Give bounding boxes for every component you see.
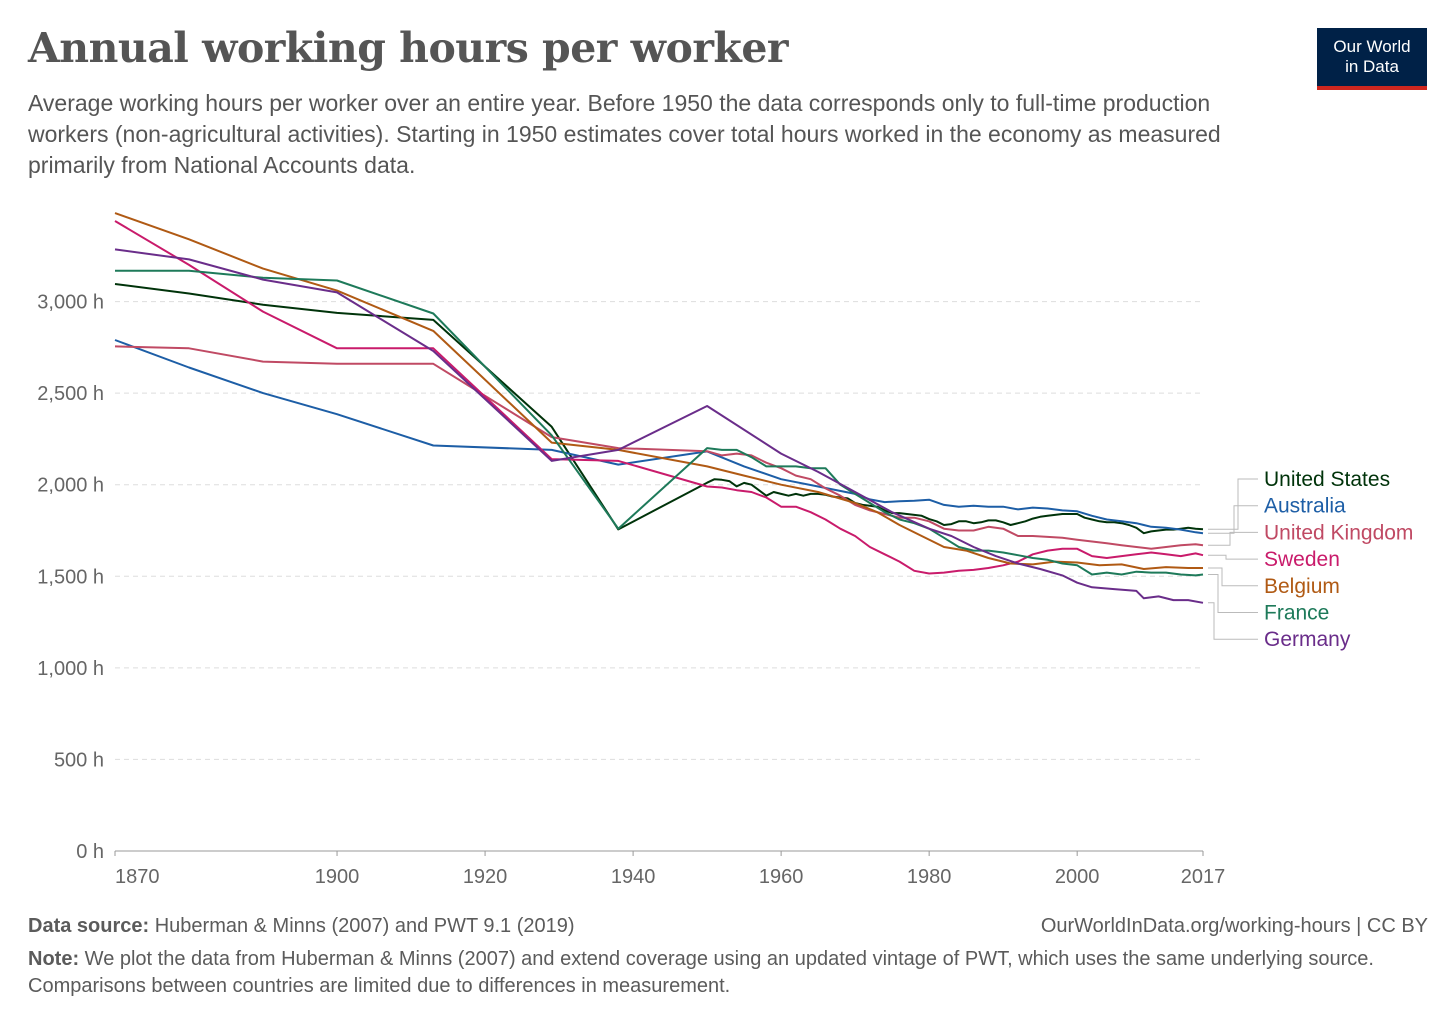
y-axis-ticks: 0 h 500 h 1,000 h 1,500 h 2,000 h 2,500 h 3,00…	[37, 292, 104, 863]
legend-connector	[1208, 602, 1258, 640]
owid-logo[interactable]: Our World in Data	[1317, 28, 1427, 90]
gridlines	[115, 301, 1203, 760]
legend-connector	[1208, 574, 1258, 613]
legend-label-belgium[interactable]: Belgium	[1264, 575, 1340, 598]
series-line-australia[interactable]	[114, 339, 1204, 535]
logo-accent-bar	[1317, 86, 1427, 90]
series-line-belgium[interactable]	[114, 212, 1203, 570]
x-tick-label: 1870	[115, 866, 160, 888]
note-label: Note:	[28, 948, 80, 970]
legend-connector	[1208, 567, 1258, 587]
y-tick-label: 2,000 h	[37, 475, 104, 497]
data-source-text: Huberman & Minns (2007) and PWT 9.1 (201…	[154, 915, 575, 937]
legend-connector	[1208, 531, 1258, 546]
y-tick-label: 500 h	[54, 749, 104, 771]
legend-label-united-kingdom[interactable]: United Kingdom	[1264, 521, 1413, 544]
x-tick-label: 1900	[315, 866, 360, 888]
y-tick-label: 1,000 h	[37, 658, 104, 680]
legend-label-france[interactable]: France	[1264, 602, 1329, 625]
series-line-united-kingdom[interactable]	[114, 345, 1204, 550]
x-tick-label: 2017	[1181, 866, 1226, 888]
x-tick-label: 1920	[463, 866, 508, 888]
data-source: Data source: Huberman & Minns (2007) and…	[28, 915, 575, 938]
series-line-france[interactable]	[115, 269, 1204, 577]
x-tick-label: 1980	[907, 866, 952, 888]
legend-labels: United States Australia United Kingdom Swed…	[1264, 468, 1413, 651]
data-source-label: Data source:	[28, 915, 150, 937]
y-tick-label: 1,500 h	[37, 566, 104, 588]
legend-label-united-states[interactable]: United States	[1264, 468, 1390, 491]
series-line-united-states[interactable]	[114, 283, 1204, 535]
chart-note: Note: We plot the data from Huberman & M…	[28, 946, 1408, 1000]
note-text: We plot the data from Huberman & Minns (…	[28, 948, 1374, 997]
legend-connector	[1208, 554, 1258, 560]
legend-connectors	[1208, 478, 1258, 640]
legend-connector	[1208, 478, 1258, 530]
x-tick-label: 2000	[1055, 866, 1100, 888]
source-url[interactable]: OurWorldInData.org/working-hours | CC BY	[1040, 915, 1428, 937]
x-tick-label: 1960	[759, 866, 804, 888]
y-tick-label: 2,500 h	[37, 383, 104, 405]
logo-line-2: in Data	[1345, 57, 1399, 76]
series-line-sweden[interactable]	[114, 220, 1204, 575]
chart-subtitle: Average working hours per worker over an…	[28, 90, 1221, 178]
legend-label-australia[interactable]: Australia	[1264, 495, 1346, 518]
legend-label-sweden[interactable]: Sweden	[1264, 548, 1340, 571]
legend-connector	[1208, 505, 1258, 534]
series-lines	[114, 212, 1204, 604]
legend-label-germany[interactable]: Germany	[1264, 628, 1351, 651]
logo-line-1: Our World	[1333, 37, 1411, 56]
series-line-germany[interactable]	[114, 248, 1204, 604]
x-axis: 1870 1900 1920 1940 1960 1980 2000 2017	[114, 850, 1226, 888]
y-tick-label: 0 h	[76, 841, 104, 863]
y-tick-label: 3,000 h	[37, 292, 104, 314]
x-tick-label: 1940	[611, 866, 656, 888]
line-chart: 0 h 500 h 1,000 h 1,500 h 2,000 h 2,500 h 3,00…	[37, 212, 1413, 888]
chart-title: Annual working hours per worker	[28, 24, 789, 72]
